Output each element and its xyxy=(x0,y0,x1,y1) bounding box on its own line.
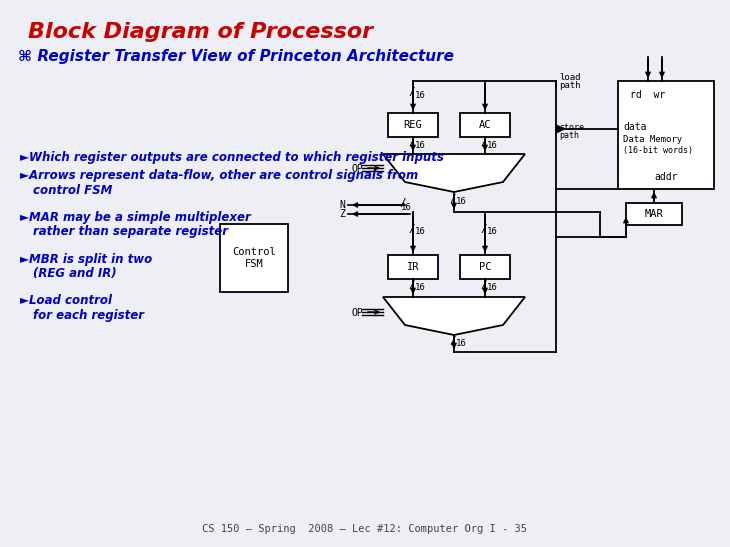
Text: AC: AC xyxy=(479,120,491,130)
Polygon shape xyxy=(383,297,525,335)
Bar xyxy=(460,255,510,279)
Text: /: / xyxy=(408,87,415,97)
Text: 16: 16 xyxy=(456,339,466,347)
Text: path: path xyxy=(559,131,579,139)
Text: 16: 16 xyxy=(487,141,498,149)
Text: FSM: FSM xyxy=(245,259,264,269)
Text: 16: 16 xyxy=(401,202,412,212)
Text: ►MBR is split in two: ►MBR is split in two xyxy=(20,253,153,266)
Text: MAR: MAR xyxy=(645,209,664,219)
Text: PC: PC xyxy=(479,262,491,272)
Text: data: data xyxy=(623,122,647,132)
Text: (REG and IR): (REG and IR) xyxy=(33,267,117,281)
Text: N: N xyxy=(339,200,345,210)
Text: Block Diagram of Processor: Block Diagram of Processor xyxy=(28,22,373,42)
Text: ►Load control: ►Load control xyxy=(20,294,112,307)
Text: ►Arrows represent data-flow, other are control signals from: ►Arrows represent data-flow, other are c… xyxy=(20,170,418,183)
Text: 16: 16 xyxy=(487,228,498,236)
Text: /: / xyxy=(480,224,487,234)
Text: (16-bit words): (16-bit words) xyxy=(623,146,693,154)
Bar xyxy=(618,81,714,189)
Polygon shape xyxy=(383,154,525,192)
Text: Data Memory: Data Memory xyxy=(623,135,682,143)
Text: OP: OP xyxy=(352,308,364,318)
Text: load: load xyxy=(559,73,580,82)
Polygon shape xyxy=(556,125,564,133)
Text: /: / xyxy=(480,137,487,147)
Text: /: / xyxy=(408,224,415,234)
Text: /: / xyxy=(449,336,456,346)
Text: ►MAR may be a simple multiplexer: ►MAR may be a simple multiplexer xyxy=(20,211,250,224)
Text: 16: 16 xyxy=(415,141,426,149)
Text: 16: 16 xyxy=(415,90,426,100)
Text: /: / xyxy=(449,194,456,204)
Bar xyxy=(626,203,682,225)
Text: REG: REG xyxy=(404,120,423,130)
Text: for each register: for each register xyxy=(33,309,144,322)
Text: rather than separate register: rather than separate register xyxy=(33,224,228,237)
Text: /: / xyxy=(480,280,487,290)
Text: CS 150 – Spring  2008 – Lec #12: Computer Org I - 35: CS 150 – Spring 2008 – Lec #12: Computer… xyxy=(202,524,528,534)
Text: store: store xyxy=(559,123,584,131)
Text: control FSM: control FSM xyxy=(33,183,112,196)
Text: 16: 16 xyxy=(415,228,426,236)
Text: /: / xyxy=(399,198,406,208)
Text: /: / xyxy=(408,280,415,290)
Bar xyxy=(388,113,438,137)
Text: rd  wr: rd wr xyxy=(630,90,665,100)
Text: /: / xyxy=(408,137,415,147)
Text: OP: OP xyxy=(352,164,364,174)
Text: IR: IR xyxy=(407,262,419,272)
Text: ►Which register outputs are connected to which register inputs: ►Which register outputs are connected to… xyxy=(20,150,444,164)
Bar xyxy=(460,113,510,137)
Text: 16: 16 xyxy=(456,196,466,206)
Text: addr: addr xyxy=(654,172,677,182)
Text: 16: 16 xyxy=(415,282,426,292)
Text: 16: 16 xyxy=(487,282,498,292)
Bar xyxy=(388,255,438,279)
Text: ⌘ Register Transfer View of Princeton Architecture: ⌘ Register Transfer View of Princeton Ar… xyxy=(18,49,454,65)
Text: Z: Z xyxy=(339,209,345,219)
Text: path: path xyxy=(559,82,580,90)
Text: Control: Control xyxy=(232,247,276,257)
Bar xyxy=(220,224,288,292)
